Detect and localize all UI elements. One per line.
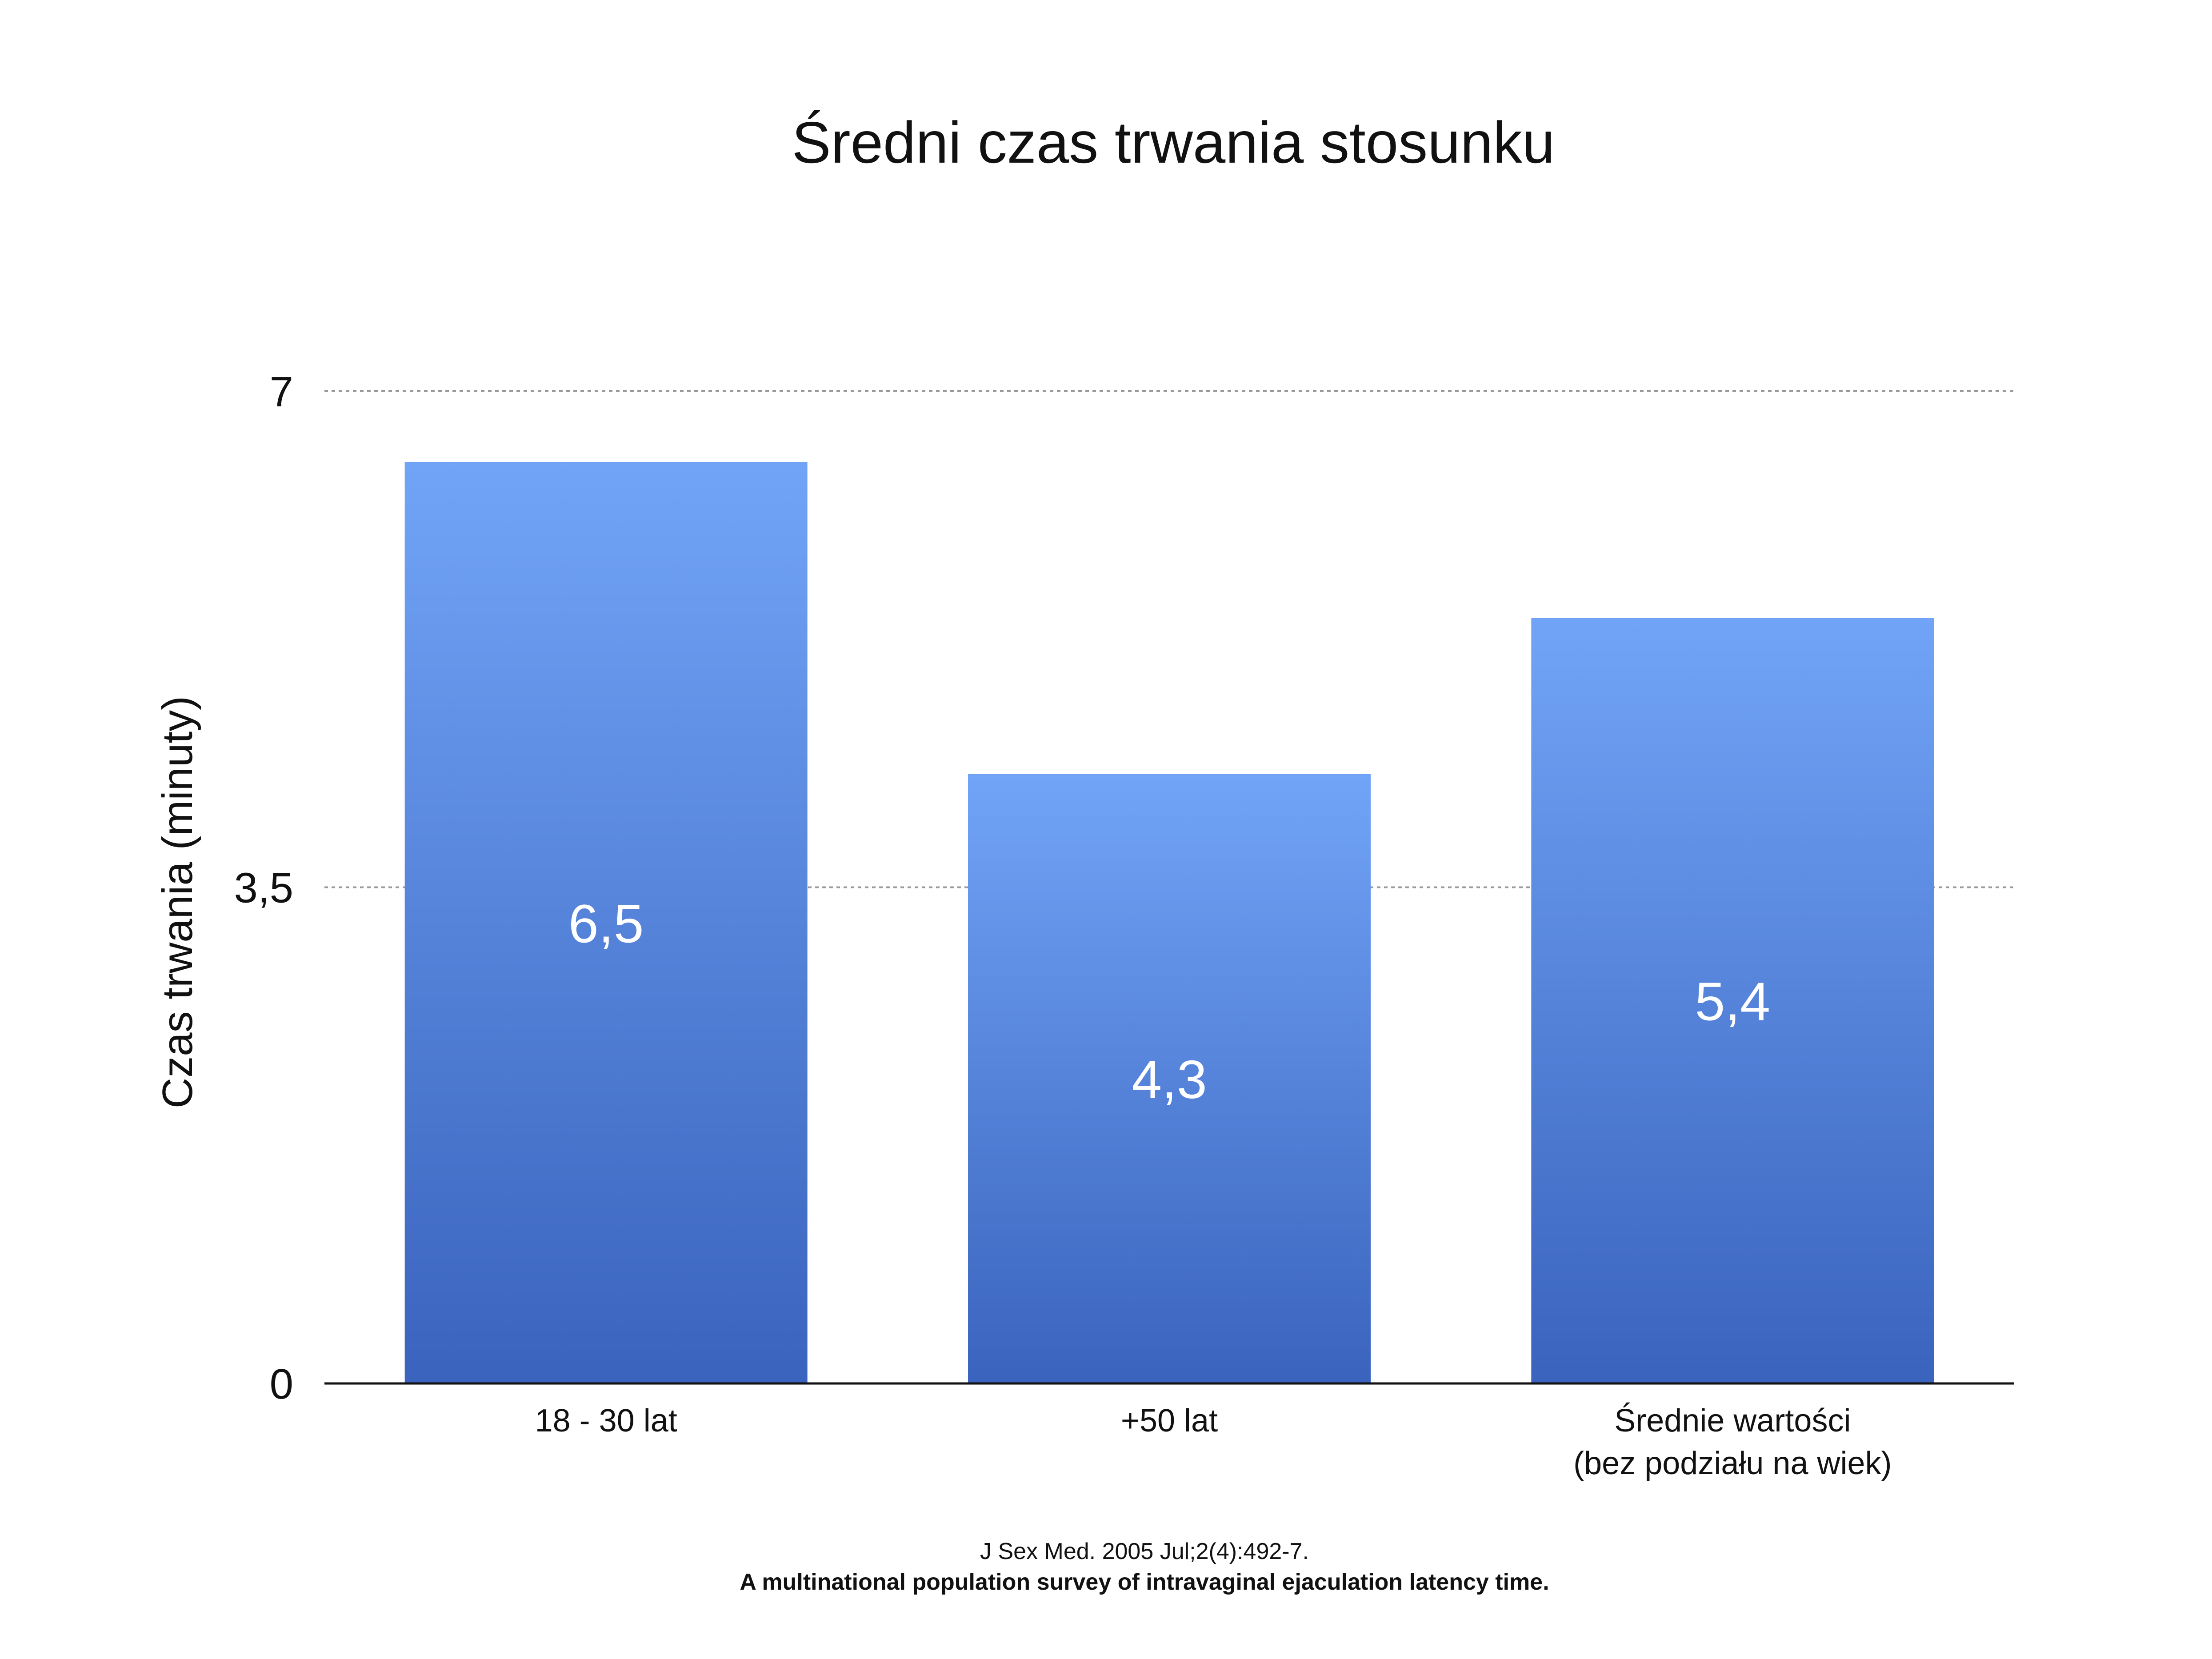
value-labels: 6,5 4,3 5,4 [568,893,1770,1110]
y-tick-label: 7 [270,368,293,416]
x-tick-label: 18 - 30 lat [535,1403,677,1439]
x-tick-label: Średnie wartości (bez podziału na wiek) [1573,1403,1892,1481]
y-axis-label: Czas trwania (minuty) [154,696,201,1108]
bar-value-label: 6,5 [568,893,644,954]
y-tick-labels: 03,57 [234,368,293,1408]
bar-value-label: 5,4 [1695,971,1771,1032]
x-tick-label: +50 lat [1121,1403,1218,1439]
bar [404,462,808,1383]
bars [404,462,1934,1383]
y-tick-label: 0 [270,1360,293,1408]
y-tick-label: 3,5 [234,864,293,912]
source-title: A multinational population survey of int… [740,1569,1549,1595]
source-citation: J Sex Med. 2005 Jul;2(4):492-7. [980,1539,1309,1564]
chart-title: Średni czas trwania stosunku [792,110,1555,175]
bar [1531,618,1934,1383]
bar-value-label: 4,3 [1132,1049,1207,1110]
bar [968,774,1371,1383]
x-tick-labels: 18 - 30 lat +50 lat Średnie wartości (bez p… [535,1403,1892,1481]
